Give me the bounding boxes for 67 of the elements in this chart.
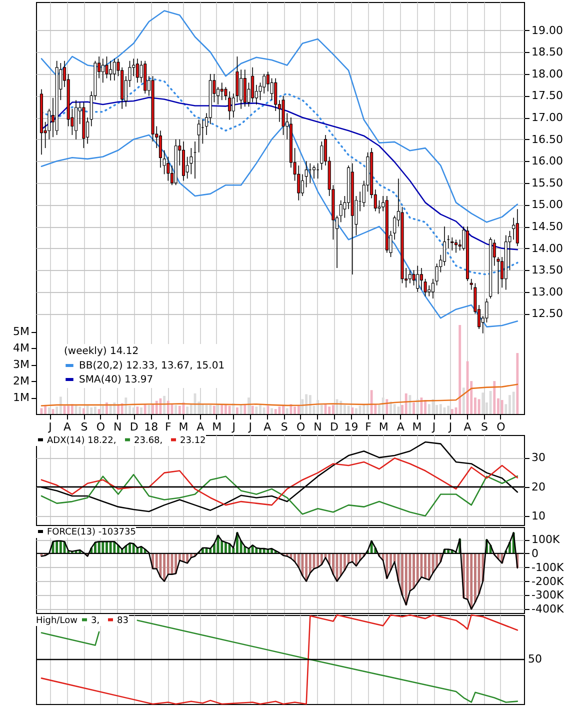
- x-tick-label: A: [396, 420, 405, 434]
- y-tick-label: 20: [532, 480, 546, 494]
- x-tick-label: 19: [344, 420, 358, 434]
- y2-tick-label: 3M: [13, 358, 30, 372]
- y-tick-label: -100K: [532, 560, 564, 574]
- x-tick-label: J: [431, 420, 436, 434]
- legend-title: High/Low: [36, 616, 78, 626]
- legend-label: 3,: [91, 616, 100, 626]
- x-tick-label: S: [280, 420, 288, 434]
- x-tick-label: N: [114, 420, 122, 434]
- y-tick-label: 14.50: [532, 220, 563, 234]
- x-tick-label: A: [464, 420, 472, 434]
- x-tick-label: J: [448, 420, 452, 434]
- y-tick-label: 30: [532, 451, 546, 464]
- legend-label: FORCE(13) -103735: [47, 528, 136, 538]
- x-tick-label: F: [164, 420, 172, 434]
- y-tick-label: 100K: [532, 533, 560, 546]
- y2-tick-label: 5M: [13, 325, 30, 338]
- y-tick-label: 0: [532, 546, 538, 560]
- x-tick-label: F: [365, 420, 372, 434]
- y-tick-label: 17.50: [532, 89, 563, 102]
- x-tick-label: D: [330, 420, 338, 434]
- x-tick-label: J: [231, 420, 236, 434]
- x-tick-label: A: [196, 420, 205, 434]
- legend-label: 23.68,: [134, 436, 163, 446]
- y-tick-label: 16.50: [532, 132, 563, 146]
- x-tick-label: 18: [144, 420, 158, 434]
- x-tick-label: M: [212, 420, 222, 434]
- x-tick-label: O: [96, 420, 106, 434]
- y-tick-label: 18.00: [532, 67, 563, 80]
- x-tick-label: O: [296, 420, 306, 434]
- y2-tick-label: 1M: [13, 391, 30, 404]
- y-tick-label: 16.00: [532, 154, 563, 168]
- x-tick-label: N: [314, 420, 322, 434]
- y-tick-label: 15.00: [532, 198, 563, 212]
- x-tick-label: A: [264, 420, 272, 434]
- y2-tick-label: 2M: [13, 374, 30, 388]
- legend-label: ADX(14) 18.22,: [47, 436, 116, 446]
- y-tick-label: -300K: [532, 588, 564, 602]
- legend-label: BB(20,2) 12.33, 13.67, 15.01: [79, 360, 225, 372]
- y-tick-label: -400K: [532, 602, 564, 616]
- x-tick-label: S: [80, 420, 88, 434]
- x-tick-label: M: [412, 420, 422, 434]
- x-tick-label: J: [48, 420, 52, 434]
- x-tick-label: M: [178, 420, 188, 434]
- y-tick-label: 13.00: [532, 285, 563, 298]
- y-tick-label: -200K: [532, 574, 564, 588]
- legend-label: 83: [117, 616, 128, 626]
- x-tick-label: S: [480, 420, 488, 434]
- y-tick-label: 17.00: [532, 111, 563, 124]
- y-tick-label: 13.50: [532, 264, 563, 277]
- y-tick-label: 18.50: [532, 46, 563, 59]
- y-tick-label: 15.50: [532, 176, 563, 190]
- y-tick-label: 19.00: [532, 24, 563, 37]
- y-tick-label: 14.00: [532, 242, 563, 255]
- x-tick-label: J: [248, 420, 252, 434]
- y2-tick-label: 4M: [13, 342, 30, 355]
- x-tick-label: D: [130, 420, 138, 434]
- legend-label: SMA(40) 13.97: [79, 374, 154, 386]
- legend-label: 23.12: [180, 436, 206, 446]
- legend-title: (weekly) 14.12: [64, 346, 139, 357]
- x-tick-label: A: [63, 420, 72, 434]
- y-tick-label: 10: [532, 510, 546, 523]
- y-tick-label: 12.50: [532, 307, 563, 320]
- x-tick-label: O: [496, 420, 506, 434]
- x-tick-label: M: [378, 420, 388, 434]
- ref-line-label: 50: [528, 652, 542, 666]
